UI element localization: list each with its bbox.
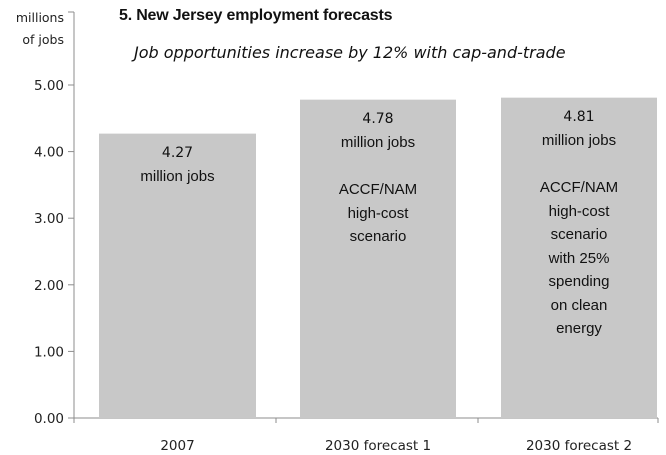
bar-note-line: spending xyxy=(548,273,610,291)
chart-title: 5. New Jersey employment forecasts xyxy=(119,7,393,24)
bar-note-line: scenario xyxy=(349,228,407,246)
chart-subtitle: Job opportunities increase by 12% with c… xyxy=(134,43,566,62)
bar-value-label: 4.78 xyxy=(362,110,394,127)
y-tick-label: 4.00 xyxy=(34,145,64,161)
bar-value-label: 4.81 xyxy=(563,108,595,125)
bar-3 xyxy=(501,97,657,419)
y-axis-unit-label-line-1: millions xyxy=(15,10,64,25)
bar-note-line: million jobs xyxy=(340,134,416,152)
y-axis-unit-label-line-2: of jobs xyxy=(22,32,64,47)
y-tick-label: 0.00 xyxy=(34,411,64,427)
y-tick-label: 5.00 xyxy=(34,78,64,94)
bar-note-line: ACCF/NAM xyxy=(338,181,418,199)
bar-annotation: 4.78 million jobs ACCF/NAM high-cost scenar… xyxy=(300,108,456,249)
bar-2 xyxy=(300,99,456,418)
bar-note-line: on clean xyxy=(550,296,608,314)
x-category-label: 2007 xyxy=(160,438,194,454)
bar-note-line xyxy=(300,155,456,179)
bar-note-line: scenario xyxy=(550,226,608,244)
bar-annotation: 4.81 million jobs ACCF/NAM high-cost scenar… xyxy=(501,106,657,341)
x-category-label: 2030 forecast 1 xyxy=(325,438,431,454)
bar-value-label: 4.27 xyxy=(161,144,194,161)
bar-1 xyxy=(99,133,256,419)
bar-note-line: high-cost xyxy=(347,204,409,222)
bar-annotation: 4.27 million jobs xyxy=(99,142,256,189)
bar-note-line: ACCF/NAM xyxy=(539,179,619,197)
y-tick-label: 1.00 xyxy=(34,344,64,360)
bar-note-line: million jobs xyxy=(541,132,617,150)
x-category-label: 2030 forecast 2 xyxy=(526,438,632,454)
bar-note-line: million jobs xyxy=(140,168,215,186)
bar-note-line: with 25% xyxy=(548,249,610,267)
y-tick-label: 3.00 xyxy=(34,211,64,227)
bar-note-line: high-cost xyxy=(548,202,610,220)
bar-note-line xyxy=(501,153,657,177)
y-tick-label: 2.00 xyxy=(34,278,64,294)
bar-note-line: energy xyxy=(556,320,602,338)
